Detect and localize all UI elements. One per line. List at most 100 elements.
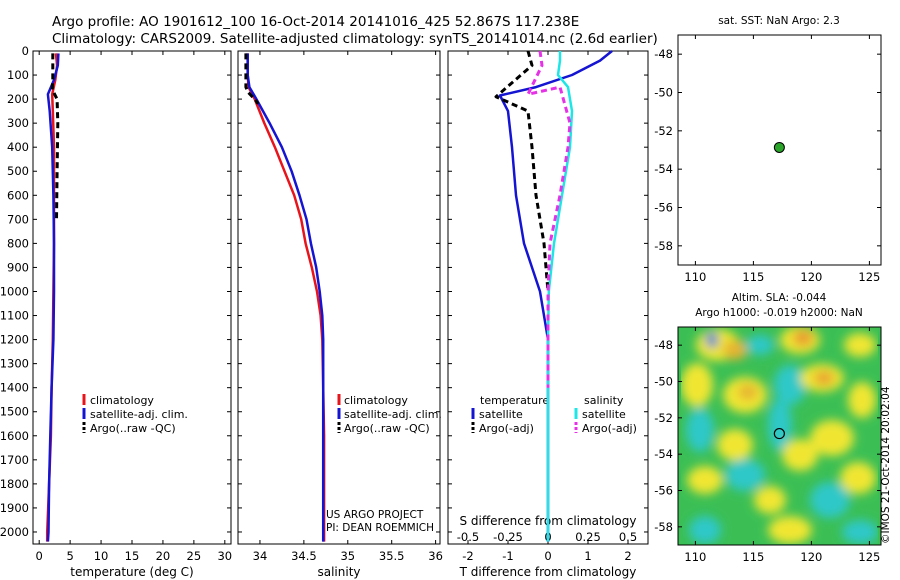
map-y-tick-label: -54 (654, 447, 673, 461)
legend-label-t-satellite: satellite (479, 408, 523, 421)
difference-xlabel: T difference from climatology (459, 565, 637, 579)
sla-heatmap-blob (738, 384, 758, 400)
sla-heatmap-blob (686, 408, 714, 452)
legend-label-t-argo: Argo(-adj) (479, 422, 534, 435)
map-x-tick-label: 115 (742, 550, 764, 564)
x-tick-label-salinity-diff: -0.25 (493, 530, 523, 544)
sla-heatmap-blob (810, 482, 850, 518)
x-tick-label: 5 (66, 549, 73, 563)
x-tick-label: 30 (217, 549, 232, 563)
sla-heatmap-blob (768, 399, 792, 451)
map-x-tick-label: 120 (800, 550, 822, 564)
y-tick-label: 900 (7, 260, 29, 274)
legend-label-climatology: climatology (90, 394, 154, 407)
salinity-annotation-line2: PI: DEAN ROEMMICH (326, 522, 434, 534)
figure-title-line2: Climatology: CARS2009. Satellite-adjuste… (52, 31, 658, 47)
legend-label-argo: Argo(..raw -QC) (90, 422, 176, 435)
map-y-tick-label: -58 (654, 239, 673, 253)
figure-title-line1: Argo profile: AO 1901612_100 16-Oct-2014… (52, 14, 579, 30)
x-tick-label: 15 (125, 549, 140, 563)
sla-heatmap-blob (848, 382, 876, 418)
sla-heatmap-blob (717, 429, 753, 461)
map-y-tick-label: -54 (654, 162, 673, 176)
y-tick-label: 1200 (0, 333, 29, 347)
sla-heatmap-blob (768, 516, 812, 544)
map-y-tick-label: -58 (654, 520, 673, 534)
argo-float-position-marker (773, 141, 785, 153)
map-x-tick-label: 115 (742, 270, 764, 284)
y-tick-label: 0 (22, 44, 29, 58)
y-tick-label: 1100 (0, 309, 29, 323)
y-tick-label: 1600 (0, 429, 29, 443)
salinity-annotation-line1: US ARGO PROJECT (326, 509, 424, 521)
sla-heatmap (678, 327, 881, 545)
sla-heatmap-blob (774, 365, 806, 405)
y-tick-label: 1000 (0, 284, 29, 298)
series-line-satellite-adj-clim- (246, 53, 325, 542)
sla-heatmap-blob (842, 520, 878, 544)
x-tick-label: 36 (428, 549, 443, 563)
sla-heatmap-blob (746, 335, 774, 355)
sla-heatmap-blob (844, 333, 876, 357)
argo-float-position-ring (773, 427, 785, 440)
sla-heatmap-blob (681, 363, 713, 407)
map-y-tick-label: -50 (654, 86, 673, 100)
legend-label-satellite: satellite-adj. clim. (90, 408, 188, 421)
x-tick-label: 20 (156, 549, 171, 563)
y-tick-label: 1300 (0, 357, 29, 371)
series-line-argo-raw-qc- (50, 53, 60, 220)
temperature-legend: climatology satellite-adj. clim. Argo(..… (82, 394, 188, 435)
map-y-tick-label: -56 (654, 201, 673, 215)
y-tick-label: 800 (7, 236, 29, 250)
legend-title-salinity: salinity (584, 394, 624, 407)
legend-label-climatology: climatology (344, 394, 408, 407)
map-x-tick-label: 125 (858, 550, 880, 564)
x-tick-label-salinity-diff: -0.5 (457, 530, 479, 544)
legend-label-satellite: satellite-adj. clim. (344, 408, 442, 421)
sla-heatmap-blob (725, 459, 765, 491)
series-line-s-argo-adj- (526, 50, 572, 388)
legend-label-argo: Argo(..raw -QC) (344, 422, 430, 435)
series-line-s-satellite (546, 51, 574, 542)
sst-map-frame (677, 34, 882, 266)
y-tick-label: 1500 (0, 405, 29, 419)
x-tick-label: 35.5 (379, 549, 405, 563)
map-y-tick-label: -50 (654, 375, 673, 389)
sla-heatmap-blob (814, 371, 834, 385)
sla-map-title-line1: Altim. SLA: -0.044 (732, 292, 827, 304)
x-tick-label: 35 (340, 549, 355, 563)
x-tick-label: 1 (584, 549, 591, 563)
salinity-legend: climatology satellite-adj. clim. Argo(..… (337, 394, 442, 435)
sla-heatmap-blob (782, 439, 818, 471)
sla-heatmap-blob (706, 332, 718, 348)
x-tick-label: -1 (502, 549, 513, 563)
x-tick-label: 25 (187, 549, 202, 563)
salinity-panel-frame (237, 50, 441, 545)
temperature-xlabel: temperature (deg C) (70, 565, 193, 579)
series-line-t-argo-adj- (494, 50, 550, 292)
sla-heatmap-blob (810, 420, 854, 456)
map-y-tick-label: -56 (654, 484, 673, 498)
sla-heatmap-blob (723, 340, 747, 360)
x-tick-label: 0 (36, 549, 43, 563)
map-y-tick-label: -48 (654, 338, 673, 352)
x-tick-label: 34.5 (291, 549, 317, 563)
map-y-tick-label: -48 (654, 47, 673, 61)
sla-heatmap-blob (793, 330, 813, 346)
imos-side-label: ©IMOS 21-Oct-2014 20:02:04 (880, 386, 892, 544)
temperature-panel-frame (32, 50, 232, 545)
y-tick-label: 100 (7, 68, 29, 82)
sla-heatmap-blob (687, 466, 723, 494)
legend-label-s-satellite: satellite (582, 408, 626, 421)
salinity-xlabel: salinity (317, 565, 360, 579)
sst-map-title: sat. SST: NaN Argo: 2.3 (718, 15, 840, 27)
y-tick-label: 700 (7, 212, 29, 226)
map-y-tick-label: -52 (654, 411, 673, 425)
x-tick-label: 34 (253, 549, 268, 563)
y-tick-label: 300 (7, 116, 29, 130)
map-x-tick-label: 110 (684, 270, 706, 284)
sla-heatmap-blob (754, 486, 786, 514)
x-tick-label: 0 (544, 549, 551, 563)
x-tick-label: -2 (462, 549, 473, 563)
